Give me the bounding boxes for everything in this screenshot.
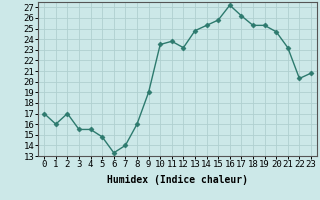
X-axis label: Humidex (Indice chaleur): Humidex (Indice chaleur) [107, 175, 248, 185]
